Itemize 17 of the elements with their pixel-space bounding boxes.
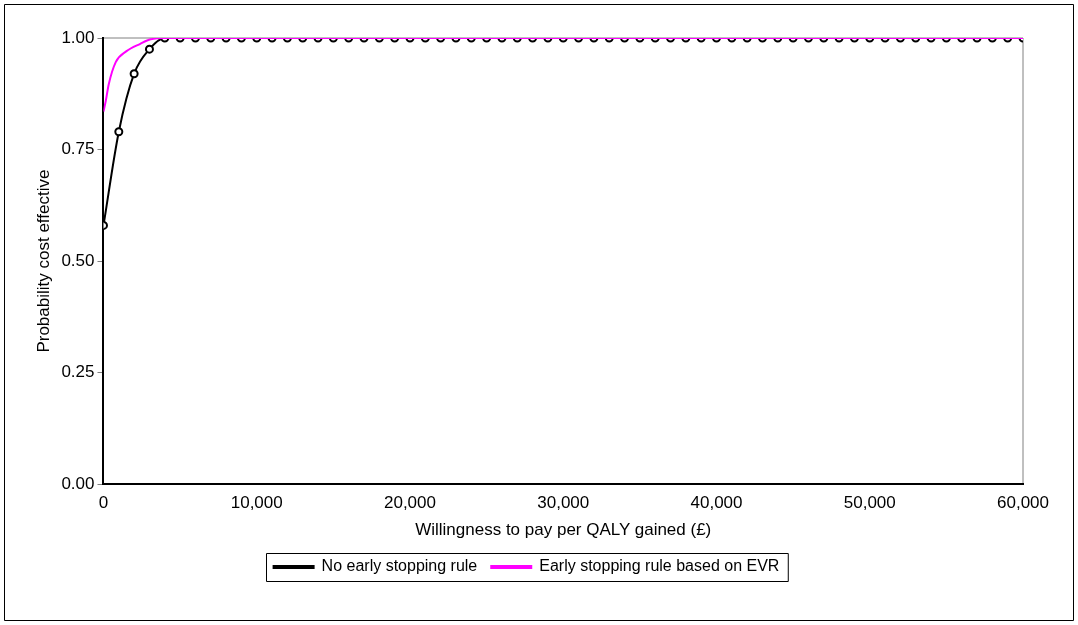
- line-series: [103, 38, 1023, 113]
- x-tick-label: 10,000: [230, 493, 283, 513]
- x-tick-label: 60,000: [997, 493, 1049, 513]
- y-tick-label: 0.75: [61, 139, 95, 159]
- legend-label: Early stopping rule based on EVR: [539, 557, 780, 575]
- y-tick-label: 0.25: [61, 362, 95, 382]
- y-tick-label: 1.00: [61, 27, 95, 47]
- x-tick-label: 0: [98, 493, 109, 513]
- x-tick-label: 40,000: [690, 493, 743, 513]
- y-tick-label: 0.50: [61, 250, 95, 270]
- x-tick-label: 20,000: [383, 493, 436, 513]
- x-tick-label: 50,000: [843, 493, 896, 513]
- y-axis-title: Probability cost effective: [33, 169, 53, 353]
- legend-label: No early stopping rule: [321, 557, 478, 575]
- x-tick-label: 30,000: [537, 493, 590, 513]
- x-axis-title: Willingness to pay per QALY gained (£): [415, 520, 712, 540]
- y-tick-label: 0.00: [61, 473, 95, 493]
